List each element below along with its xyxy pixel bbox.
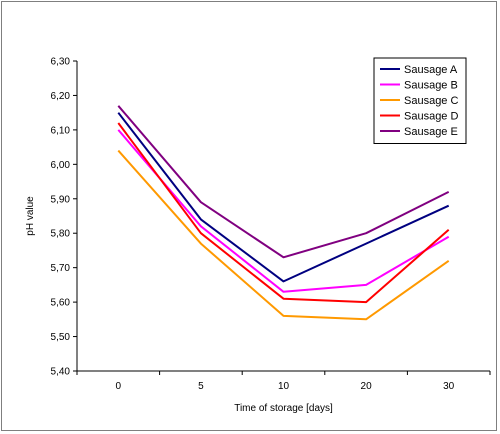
x-tick-label: 30 xyxy=(443,381,455,392)
y-tick-label: 5,90 xyxy=(51,194,71,205)
y-tick-label: 5,40 xyxy=(51,367,71,378)
series-line-3 xyxy=(117,149,450,321)
legend-entry: Sausage D xyxy=(404,111,458,123)
legend-entry: Sausage B xyxy=(404,80,458,92)
y-axis-label: pH value xyxy=(25,196,36,236)
y-tick-label: 5,50 xyxy=(51,332,71,343)
x-tick-label: 0 xyxy=(116,381,122,392)
x-tick-labels: 0 5 10 20 30 xyxy=(116,381,455,392)
series-line-5 xyxy=(117,105,450,259)
y-tick-label: 5,60 xyxy=(51,298,71,309)
y-tick-label: 6,10 xyxy=(51,125,71,136)
x-tick-label: 10 xyxy=(278,381,290,392)
y-tick-label: 6,20 xyxy=(51,91,71,102)
axes xyxy=(73,60,491,375)
x-tick-label: 5 xyxy=(198,381,204,392)
y-tick-label: 5,80 xyxy=(51,229,71,240)
y-tick-label: 5,70 xyxy=(51,263,71,274)
legend-entry: Sausage C xyxy=(404,95,458,107)
x-tick-label: 20 xyxy=(361,381,373,392)
legend-entry: Sausage E xyxy=(404,126,458,138)
y-tick-label: 6,00 xyxy=(51,160,71,171)
y-tick-label: 6,30 xyxy=(51,57,71,68)
legend: Sausage A Sausage B Sausage C Sausage D Saus… xyxy=(373,57,467,144)
x-axis-label: Time of storage [days] xyxy=(234,403,333,414)
series-line-2 xyxy=(117,129,450,293)
series-lines xyxy=(117,105,450,321)
series-line-4 xyxy=(117,122,450,304)
legend-entry: Sausage A xyxy=(404,64,458,76)
legend-box xyxy=(373,57,467,144)
y-tick-labels: 5,40 5,50 5,60 5,70 5,80 5,90 6,00 6,10 6,20 6,30 xyxy=(51,57,71,378)
series-line-1 xyxy=(117,112,450,283)
